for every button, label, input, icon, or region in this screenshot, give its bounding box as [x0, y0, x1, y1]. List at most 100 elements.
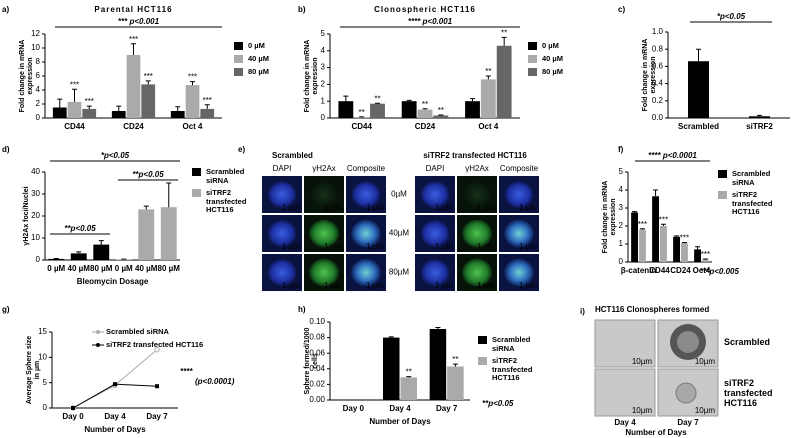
nucleus	[420, 219, 450, 248]
nucleus	[351, 258, 381, 287]
scale-label: 1 µm	[282, 281, 300, 290]
significance-stars: **	[438, 106, 444, 115]
significance-stars: ***	[659, 215, 668, 224]
annotation: **** p<0.0001	[648, 151, 697, 160]
x-tick-label: CD44	[64, 122, 85, 131]
panel-label: i)	[580, 307, 585, 316]
annotation: *p<0.05	[717, 12, 746, 21]
scale-label: 1 µm	[324, 203, 342, 212]
panel-label: g)	[2, 305, 10, 314]
bar	[338, 101, 354, 118]
legend-label: 40 µM	[248, 54, 269, 63]
legend-swatch	[528, 68, 537, 76]
y-tick-label: 1	[321, 96, 326, 105]
y-tick-label: 5	[619, 167, 624, 176]
x-tick-label: 40 µM	[135, 264, 158, 273]
group-title: siTRF2 transfected HCT116	[423, 151, 527, 160]
y-tick-label: 5	[321, 29, 326, 38]
legend-label: 40 µM	[542, 54, 563, 63]
y-tick-label: 40	[31, 167, 40, 176]
significance-stars: ***	[70, 80, 79, 89]
sphere-core	[677, 331, 699, 353]
scale-label: 1 µm	[435, 242, 453, 251]
annotation: ***p<0.005	[700, 267, 739, 276]
scale-label: 1 µm	[366, 281, 384, 290]
panel-label: a)	[2, 5, 9, 14]
scale-label: 10µm	[695, 406, 716, 415]
bar	[673, 236, 680, 262]
x-tick-label: Oct 4	[182, 122, 203, 131]
y-tick-label: 0.8	[652, 44, 664, 53]
y-tick-label: 0.4	[652, 79, 664, 88]
y-tick-label: 0.04	[309, 364, 325, 373]
y-tick-label: 2	[36, 99, 41, 108]
error-bar	[98, 240, 104, 245]
chart-title: Clonospheric HCT116	[374, 5, 476, 14]
nucleus	[309, 258, 339, 287]
scale-label: 1 µm	[366, 242, 384, 251]
legend-label: Scrambled siRNA	[492, 335, 531, 353]
significance-stars: ***	[701, 250, 710, 259]
bar	[429, 329, 447, 400]
error-bar	[501, 36, 507, 46]
annotation: (p<0.0001)	[195, 377, 235, 386]
scale-label: 1 µm	[366, 203, 384, 212]
bar	[82, 108, 97, 118]
x-tick-label: Oct 4	[478, 122, 499, 131]
bar	[111, 111, 126, 118]
y-tick-label: 4	[321, 46, 326, 55]
x-tick-label: CD44	[351, 122, 372, 131]
y-tick-label: 0.6	[652, 62, 664, 71]
annotation: **p<0.05	[64, 224, 96, 233]
legend-swatch	[234, 68, 243, 76]
legend-marker	[96, 343, 100, 347]
bar	[465, 101, 480, 118]
x-tick-label: Day 4	[104, 412, 126, 421]
significance-stars: ***	[129, 35, 138, 44]
bar	[141, 84, 156, 118]
bar	[126, 55, 141, 118]
error-bar	[422, 108, 428, 110]
y-tick-label: 10	[31, 233, 40, 242]
y-tick-label: 12	[31, 29, 40, 38]
x-tick-label: CD24	[123, 122, 144, 131]
y-tick-label: 0	[619, 257, 624, 266]
bar	[702, 259, 709, 262]
column-label: Day 4	[614, 418, 636, 427]
y-tick-label: 0.00	[309, 395, 325, 404]
x-tick-label: CD24	[670, 266, 691, 275]
bar	[138, 209, 155, 260]
bar	[185, 85, 200, 118]
error-bar	[190, 81, 195, 86]
error-bar	[145, 80, 151, 85]
legend-swatch	[478, 336, 487, 344]
y-tick-label: 30	[31, 189, 40, 198]
nucleus	[309, 219, 339, 248]
y-axis-label: γH2Ax foci/Nuclei	[23, 186, 30, 246]
bar	[433, 115, 449, 118]
error-bar	[76, 251, 82, 254]
group-title: Scrambled	[272, 151, 313, 160]
error-bar	[406, 99, 412, 102]
y-tick-label: 4	[36, 85, 41, 94]
bar	[170, 111, 185, 118]
legend-label: 80 µM	[542, 67, 563, 76]
y-tick-label: 1.0	[652, 27, 664, 36]
point	[154, 347, 160, 353]
x-tick-label: CD44	[649, 266, 670, 275]
bar	[749, 116, 770, 118]
y-tick-label: 10	[31, 43, 40, 52]
x-tick-label: 40 µM	[68, 264, 91, 273]
sphere-image	[594, 368, 656, 417]
bar	[52, 107, 67, 118]
nucleus	[504, 258, 534, 287]
error-bar	[653, 189, 659, 197]
significance-stars: ***	[638, 220, 647, 229]
nucleus	[420, 180, 450, 209]
nucleus	[267, 180, 297, 209]
x-tick-label: Oct4	[693, 266, 711, 275]
x-tick-label: 0 µM	[115, 264, 133, 273]
legend-label: siTRF2 transfected HCT116	[106, 340, 204, 349]
error-bar	[166, 182, 172, 208]
bar	[681, 243, 688, 262]
